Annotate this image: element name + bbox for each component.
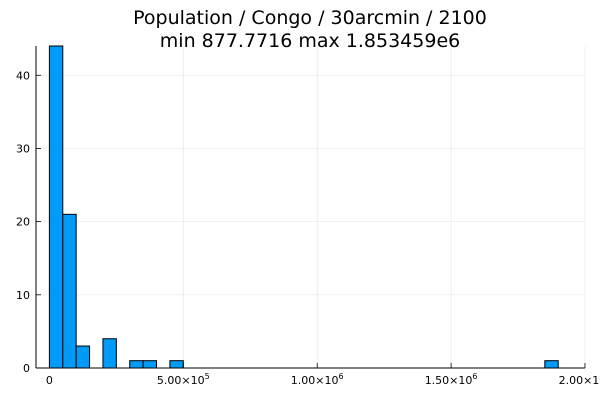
x-tick-label-3: 1.50×106 bbox=[425, 372, 478, 387]
chart-title-line1: Population / Congo / 30arcmin / 2100 bbox=[133, 7, 487, 29]
x-tick-label-1: 5.00×105 bbox=[157, 372, 210, 387]
histogram-bar-4 bbox=[129, 360, 144, 369]
tick-labels: 0 5.00×105 1.00×106 1.50×106 2.00×106 0 10 20 30… bbox=[16, 69, 600, 387]
x-tick-label-4: 2.00×106 bbox=[559, 372, 600, 387]
histogram-bar-3 bbox=[102, 338, 117, 369]
y-tick-label-3: 30 bbox=[16, 142, 30, 155]
x-tick-label-0: 0 bbox=[46, 374, 53, 387]
axes bbox=[35, 46, 586, 369]
bars bbox=[48, 45, 559, 369]
y-tick-label-2: 20 bbox=[16, 216, 30, 229]
histogram-bar-7 bbox=[544, 360, 559, 369]
y-tick-label-4: 40 bbox=[16, 69, 30, 82]
histogram-bar-0 bbox=[48, 45, 64, 369]
histogram-bar-6 bbox=[169, 360, 184, 369]
chart-title-line2: min 877.7716 max 1.853459e6 bbox=[160, 30, 460, 52]
histogram-bar-1 bbox=[62, 213, 77, 369]
y-tick-label-0: 0 bbox=[23, 362, 30, 375]
y-tick-label-1: 10 bbox=[16, 289, 30, 302]
x-tick-label-2: 1.00×106 bbox=[291, 372, 344, 387]
histogram-bar-2 bbox=[75, 345, 91, 369]
histogram-bar-5 bbox=[142, 360, 158, 369]
